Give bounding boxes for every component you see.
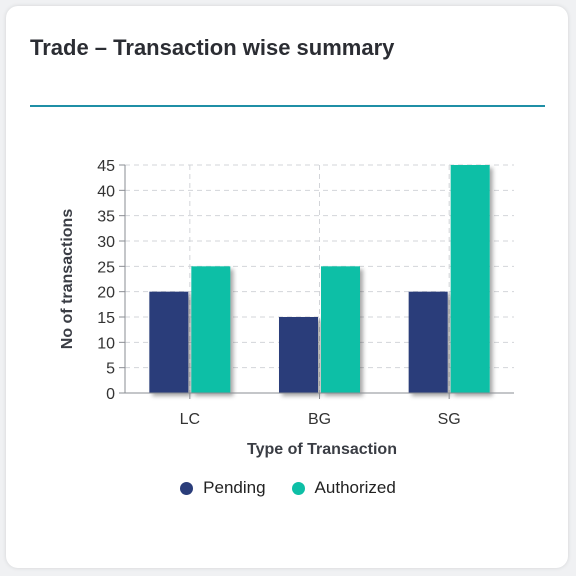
y-tick-label-35: 35 [97, 209, 115, 226]
legend-label-authorized: Authorized [314, 478, 396, 497]
bar-pending-bg[interactable] [279, 317, 318, 393]
x-tick-label-bg: BG [308, 411, 331, 428]
card-title: Trade – Transaction wise summary [30, 35, 395, 60]
bar-authorized-bg[interactable] [321, 266, 360, 393]
legend-item-authorized[interactable]: Authorized [291, 478, 396, 498]
y-tick-label-10: 10 [97, 335, 115, 352]
bar-authorized-lc[interactable] [191, 266, 231, 393]
legend-item-pending[interactable]: Pending [180, 478, 266, 498]
y-tick-label-5: 5 [106, 361, 115, 378]
y-tick-label-20: 20 [97, 285, 115, 302]
legend-dot-authorized [291, 481, 305, 495]
y-tick-label-25: 25 [97, 259, 115, 276]
y-axis-title: No of transactions [59, 209, 76, 350]
x-tick-label-lc: LC [180, 411, 200, 428]
bar-authorized-sg[interactable] [450, 165, 490, 393]
x-axis-title: Type of Transaction [247, 441, 397, 458]
chart-legend: Pending Authorized [0, 478, 576, 498]
bar-pending-lc[interactable] [149, 291, 189, 393]
legend-label-pending: Pending [203, 478, 266, 497]
y-tick-label-15: 15 [97, 310, 115, 327]
title-divider [30, 105, 545, 107]
legend-dot-pending [180, 481, 194, 495]
y-tick-label-30: 30 [97, 234, 115, 251]
bar-pending-sg[interactable] [408, 291, 448, 393]
y-tick-label-45: 45 [97, 158, 115, 175]
y-tick-label-0: 0 [106, 386, 115, 403]
y-tick-label-40: 40 [97, 183, 115, 200]
x-tick-label-sg: SG [438, 411, 461, 428]
